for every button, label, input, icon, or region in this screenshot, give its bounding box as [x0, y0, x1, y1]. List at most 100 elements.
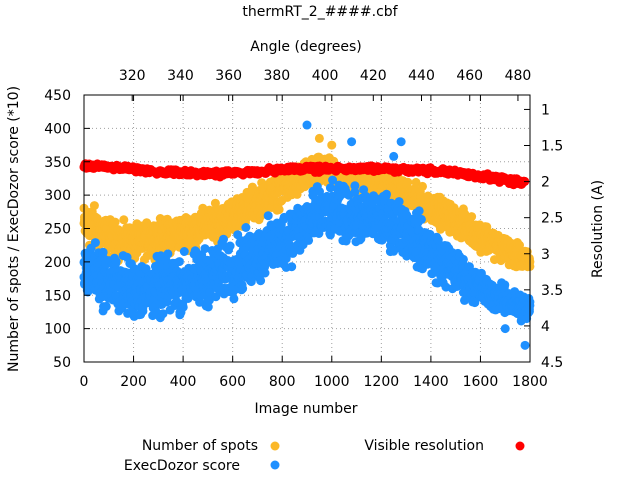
- point-execdozor-score: [141, 264, 151, 274]
- point-number-of-spots: [89, 201, 99, 211]
- x2-tick-label: 480: [505, 68, 532, 84]
- point-execdozor-score: [241, 223, 251, 232]
- point-execdozor-score: [158, 309, 168, 319]
- point-execdozor-score: [458, 254, 468, 264]
- point-execdozor-score: [174, 257, 184, 267]
- point-execdozor-score: [111, 256, 121, 266]
- x2-tick-label: 440: [408, 68, 435, 84]
- x-tick-label: 0: [80, 374, 89, 390]
- point-execdozor-score: [325, 183, 335, 193]
- point-number-of-spots: [467, 212, 477, 222]
- point-execdozor-score: [238, 284, 248, 294]
- series-execdozor-score: [79, 175, 535, 326]
- outliers-execdozor-score: [302, 120, 530, 350]
- point-number-of-spots: [515, 240, 524, 250]
- point-execdozor-score: [229, 294, 239, 304]
- point-execdozor-score: [470, 298, 480, 308]
- point-number-of-spots: [403, 177, 413, 187]
- point-execdozor-score: [203, 302, 213, 312]
- x2-tick-label: 320: [119, 68, 146, 84]
- point-execdozor-score: [396, 137, 406, 147]
- point-number-of-spots: [119, 215, 129, 225]
- point-execdozor-score: [287, 262, 297, 272]
- y-axis-label: Number of spots / ExecDozor score (*10): [6, 86, 22, 372]
- point-execdozor-score: [304, 235, 314, 245]
- x-tick-label: 1800: [512, 374, 548, 390]
- point-execdozor-score: [347, 137, 357, 147]
- point-execdozor-score: [101, 301, 111, 311]
- legend: Number of spots ExecDozor score Visible …: [124, 438, 525, 474]
- legend-marker-execdozor-score: [270, 460, 280, 470]
- grid: [84, 95, 530, 362]
- point-execdozor-score: [98, 247, 108, 257]
- point-execdozor-score: [414, 206, 424, 216]
- point-number-of-spots: [210, 198, 220, 208]
- y2-tick-label: 3: [541, 247, 550, 263]
- point-execdozor-score: [302, 120, 312, 130]
- x-tick-label: 1200: [364, 374, 400, 390]
- axis-ticks: 0 200 400 600 800 1000 1200 1400 1600 18005010015…: [44, 68, 563, 390]
- y2-tick-label: 4: [541, 319, 550, 335]
- point-number-of-spots: [418, 181, 427, 191]
- point-number-of-spots: [411, 177, 421, 187]
- series-visible-resolution: [79, 159, 530, 190]
- x-tick-label: 1600: [463, 374, 499, 390]
- y-tick-label: 50: [53, 355, 71, 371]
- y2-tick-label: 3.5: [541, 283, 563, 299]
- point-execdozor-score: [389, 151, 399, 161]
- legend-label-visible-resolution: Visible resolution: [364, 438, 484, 454]
- point-execdozor-score: [350, 187, 360, 197]
- point-execdozor-score: [90, 238, 100, 248]
- y-tick-label: 350: [44, 155, 71, 171]
- x-tick-label: 400: [170, 374, 197, 390]
- x-tick-label: 1400: [413, 374, 449, 390]
- point-number-of-spots: [327, 140, 337, 150]
- x2-tick-label: 420: [360, 68, 387, 84]
- point-execdozor-score: [225, 241, 235, 251]
- x-tick-label: 600: [219, 374, 246, 390]
- point-execdozor-score: [328, 175, 338, 185]
- x2-axis-label: Angle (degrees): [250, 39, 362, 55]
- y-tick-label: 450: [44, 88, 71, 104]
- point-execdozor-score: [260, 268, 270, 278]
- y2-axis-label: Resolution (A): [590, 180, 606, 278]
- y2-tick-label: 1: [541, 102, 550, 118]
- point-execdozor-score: [416, 214, 426, 224]
- point-execdozor-score: [178, 302, 188, 312]
- y2-tick-label: 2: [541, 175, 550, 191]
- x2-tick-label: 460: [456, 68, 483, 84]
- point-execdozor-score: [179, 247, 189, 256]
- x-tick-label: 800: [269, 374, 296, 390]
- y-tick-label: 200: [44, 255, 71, 271]
- y2-tick-label: 4.5: [541, 355, 563, 371]
- point-execdozor-score: [117, 301, 127, 311]
- point-execdozor-score: [500, 324, 510, 334]
- legend-label-execdozor-score: ExecDozor score: [124, 458, 240, 474]
- y2-tick-label: 2.5: [541, 211, 563, 227]
- x2-tick-label: 360: [215, 68, 242, 84]
- point-execdozor-score: [219, 234, 228, 244]
- point-number-of-spots: [314, 133, 324, 143]
- x-tick-label: 1000: [314, 374, 350, 390]
- x2-tick-label: 400: [312, 68, 339, 84]
- point-number-of-spots: [274, 205, 284, 215]
- point-execdozor-score: [163, 249, 173, 259]
- y-tick-label: 100: [44, 322, 71, 338]
- legend-marker-number-of-spots: [270, 441, 280, 451]
- point-execdozor-score: [394, 197, 404, 207]
- point-execdozor-score: [200, 244, 210, 254]
- x2-tick-label: 380: [263, 68, 290, 84]
- point-execdozor-score: [382, 189, 391, 199]
- y-tick-label: 250: [44, 222, 71, 238]
- data-points: [79, 120, 535, 350]
- y-tick-label: 150: [44, 288, 71, 304]
- point-execdozor-score: [263, 211, 273, 221]
- x-axis-label: Image number: [255, 401, 358, 417]
- chart-title: thermRT_2_####.cbf: [242, 4, 398, 20]
- legend-marker-visible-resolution: [515, 441, 525, 451]
- y-tick-label: 400: [44, 121, 71, 137]
- legend-label-number-of-spots: Number of spots: [142, 438, 258, 454]
- point-number-of-spots: [110, 217, 120, 227]
- x2-tick-label: 340: [167, 68, 194, 84]
